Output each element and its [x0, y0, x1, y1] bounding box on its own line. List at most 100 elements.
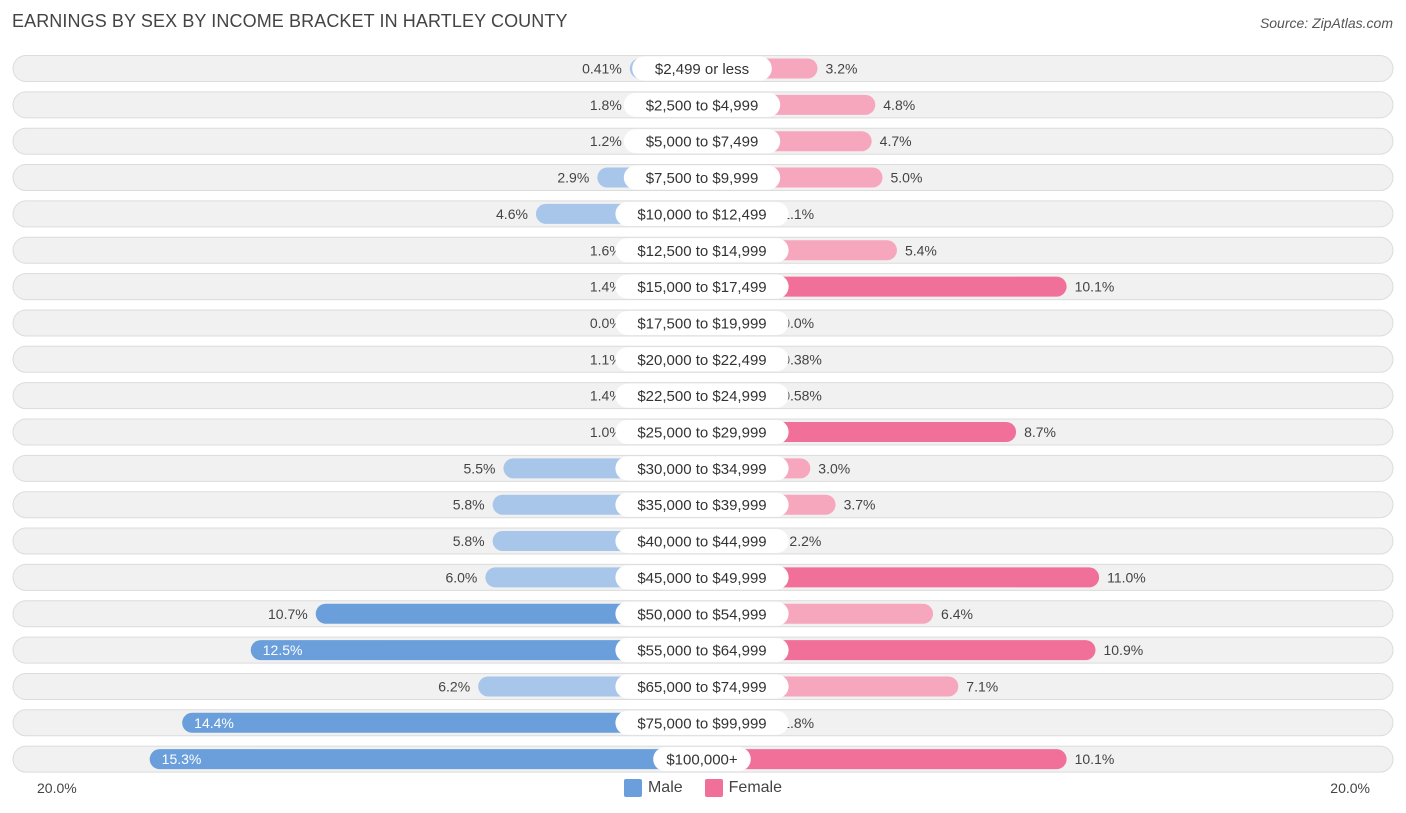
male-bar	[250, 640, 702, 661]
category-pill	[615, 638, 789, 663]
category-pill	[615, 310, 789, 335]
category-label: $50,000 to $54,999	[637, 606, 766, 623]
legend-label-female: Female	[728, 779, 783, 796]
table-row: 4.6% 1.1% $10,000 to $12,499	[12, 200, 1394, 228]
female-value-label: 10.9%	[1103, 642, 1143, 658]
category-label: $10,000 to $12,499	[637, 206, 766, 223]
table-row: 1.0% 8.7% $25,000 to $29,999	[12, 418, 1394, 446]
male-value-label: 1.6%	[590, 242, 622, 258]
table-row: 5.8% 2.2% $40,000 to $44,999	[12, 527, 1394, 555]
table-row: 1.8% 4.8% $2,500 to $4,999	[12, 91, 1394, 119]
table-row: 1.6% 5.4% $12,500 to $14,999	[12, 236, 1394, 264]
female-value-label: 0.58%	[782, 388, 822, 404]
table-row: 6.0% 11.0% $45,000 to $49,999	[12, 563, 1394, 591]
male-value-label: 5.8%	[453, 533, 485, 549]
table-row: 5.8% 3.7% $35,000 to $39,999	[12, 491, 1394, 519]
table-row: 6.2% 7.1% $65,000 to $74,999	[12, 672, 1394, 700]
female-value-label: 8.7%	[1024, 424, 1056, 440]
category-pill	[615, 347, 789, 372]
female-value-label: 11.0%	[1107, 569, 1146, 585]
legend-item-female[interactable]: Female	[704, 779, 783, 797]
female-value-label: 0.38%	[782, 351, 822, 367]
male-value-label: 1.4%	[590, 388, 622, 404]
category-label: $2,499 or less	[655, 61, 749, 78]
category-pill	[615, 492, 789, 517]
male-value-label: 1.8%	[590, 97, 622, 113]
male-value-label: 1.4%	[590, 279, 622, 295]
female-value-label: 10.1%	[1075, 279, 1115, 295]
table-row: 14.4% 1.8% $75,000 to $99,999	[12, 709, 1394, 737]
category-pill	[615, 529, 789, 554]
category-pill	[615, 710, 789, 735]
legend-label-male: Male	[647, 779, 683, 796]
bar-chart: 0.41% 3.2% $2,499 or less 1.8% 4.8% $2,500 to…	[12, 55, 1394, 773]
category-pill	[653, 747, 751, 772]
male-value-label: 15.3%	[162, 751, 202, 767]
legend-swatch-female	[704, 779, 723, 797]
female-value-label: 1.8%	[782, 715, 814, 731]
male-value-label: 12.5%	[263, 642, 303, 658]
male-value-label: 0.41%	[582, 61, 622, 77]
category-pill	[615, 383, 789, 408]
category-label: $12,500 to $14,999	[637, 243, 766, 260]
category-label: $2,500 to $4,999	[646, 97, 759, 114]
category-label: $7,500 to $9,999	[646, 170, 759, 187]
table-row: 10.7% 6.4% $50,000 to $54,999	[12, 600, 1394, 628]
male-value-label: 6.0%	[445, 569, 477, 585]
table-row: 5.5% 3.0% $30,000 to $34,999	[12, 454, 1394, 482]
male-value-label: 1.1%	[590, 351, 622, 367]
category-pill	[623, 165, 781, 190]
female-value-label: 5.0%	[891, 170, 923, 186]
category-pill	[615, 238, 789, 263]
female-value-label: 3.0%	[818, 460, 850, 476]
legend-swatch-male	[623, 779, 642, 797]
male-value-label: 5.5%	[464, 460, 496, 476]
male-value-label: 6.2%	[438, 678, 470, 694]
category-label: $20,000 to $22,499	[637, 352, 766, 369]
category-label: $30,000 to $34,999	[637, 461, 766, 478]
male-value-label: 1.0%	[590, 424, 622, 440]
female-value-label: 6.4%	[941, 606, 973, 622]
legend: Male Female	[0, 779, 1406, 797]
male-value-label: 4.6%	[496, 206, 528, 222]
male-value-label: 0.0%	[590, 315, 622, 331]
table-row: 15.3% 10.1% $100,000+	[12, 745, 1394, 773]
male-value-label: 14.4%	[194, 715, 234, 731]
category-label: $5,000 to $7,499	[646, 134, 759, 151]
female-value-label: 5.4%	[905, 242, 937, 258]
male-value-label: 1.2%	[590, 133, 622, 149]
category-label: $55,000 to $64,999	[637, 643, 766, 660]
female-value-label: 10.1%	[1075, 751, 1115, 767]
category-label: $75,000 to $99,999	[637, 715, 766, 732]
category-label: $45,000 to $49,999	[637, 570, 766, 587]
table-row: 12.5% 10.9% $55,000 to $64,999	[12, 636, 1394, 664]
male-value-label: 2.9%	[557, 170, 589, 186]
male-bar	[182, 712, 702, 733]
category-label: $22,500 to $24,999	[637, 388, 766, 405]
category-pill	[623, 129, 781, 154]
category-label: $100,000+	[666, 752, 738, 769]
table-row: 1.2% 4.7% $5,000 to $7,499	[12, 127, 1394, 155]
table-row: 0.0% 0.0% $17,500 to $19,999	[12, 309, 1394, 337]
category-label: $40,000 to $44,999	[637, 534, 766, 551]
female-value-label: 1.1%	[782, 206, 814, 222]
category-pill	[615, 565, 789, 590]
table-row: 1.1% 0.38% $20,000 to $22,499	[12, 345, 1394, 373]
female-value-label: 7.1%	[966, 678, 998, 694]
male-value-label: 5.8%	[453, 497, 485, 513]
category-pill	[615, 601, 789, 626]
table-row: 1.4% 0.58% $22,500 to $24,999	[12, 382, 1394, 410]
female-value-label: 0.0%	[782, 315, 814, 331]
axis-left-label: 20.0%	[37, 780, 77, 796]
category-label: $65,000 to $74,999	[637, 679, 766, 696]
female-bar	[702, 276, 1067, 297]
category-pill	[623, 92, 781, 117]
category-label: $15,000 to $17,499	[637, 279, 766, 296]
category-pill	[615, 674, 789, 699]
table-row: 2.9% 5.0% $7,500 to $9,999	[12, 164, 1394, 192]
legend-item-male[interactable]: Male	[623, 779, 683, 797]
female-value-label: 4.7%	[880, 133, 912, 149]
female-value-label: 3.7%	[844, 497, 876, 513]
axis-right-label: 20.0%	[1330, 780, 1370, 796]
category-label: $25,000 to $29,999	[637, 425, 766, 442]
